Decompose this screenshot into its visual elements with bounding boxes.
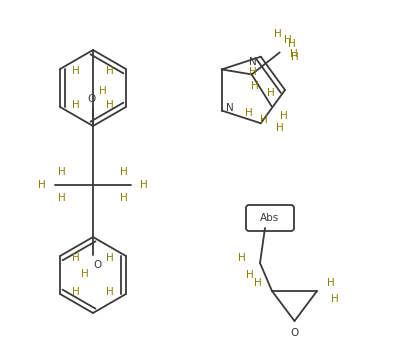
Text: H: H — [58, 167, 66, 177]
Text: H: H — [72, 253, 80, 263]
Text: H: H — [72, 287, 80, 297]
Text: H: H — [106, 253, 114, 263]
Text: H: H — [267, 88, 275, 98]
Text: H: H — [251, 82, 259, 91]
Text: H: H — [291, 52, 298, 62]
Text: H: H — [99, 86, 107, 96]
Text: Abs: Abs — [260, 213, 280, 223]
Text: H: H — [246, 270, 254, 280]
Text: O: O — [94, 260, 102, 270]
Text: H: H — [120, 167, 128, 177]
Text: H: H — [38, 180, 46, 190]
Text: H: H — [140, 180, 148, 190]
Text: H: H — [280, 112, 288, 121]
Text: H: H — [260, 116, 267, 125]
Text: H: H — [238, 253, 246, 263]
Text: H: H — [245, 108, 253, 118]
Text: H: H — [327, 278, 335, 288]
Text: H: H — [331, 294, 339, 304]
Text: H: H — [254, 278, 262, 288]
Text: H: H — [72, 100, 80, 110]
Text: H: H — [106, 100, 114, 110]
Text: H: H — [276, 123, 283, 134]
Text: H: H — [106, 66, 114, 76]
Text: H: H — [120, 193, 128, 203]
Text: O: O — [87, 94, 95, 104]
Text: H: H — [81, 269, 89, 279]
Text: H: H — [72, 66, 80, 76]
Text: N: N — [249, 57, 257, 67]
Text: H: H — [288, 39, 296, 49]
Text: H: H — [249, 67, 257, 77]
FancyBboxPatch shape — [246, 205, 294, 231]
Text: N: N — [226, 103, 234, 113]
Text: H: H — [274, 30, 281, 39]
Text: H: H — [284, 35, 292, 45]
Text: H: H — [106, 287, 114, 297]
Text: O: O — [291, 328, 298, 338]
Text: H: H — [290, 49, 298, 60]
Text: H: H — [58, 193, 66, 203]
